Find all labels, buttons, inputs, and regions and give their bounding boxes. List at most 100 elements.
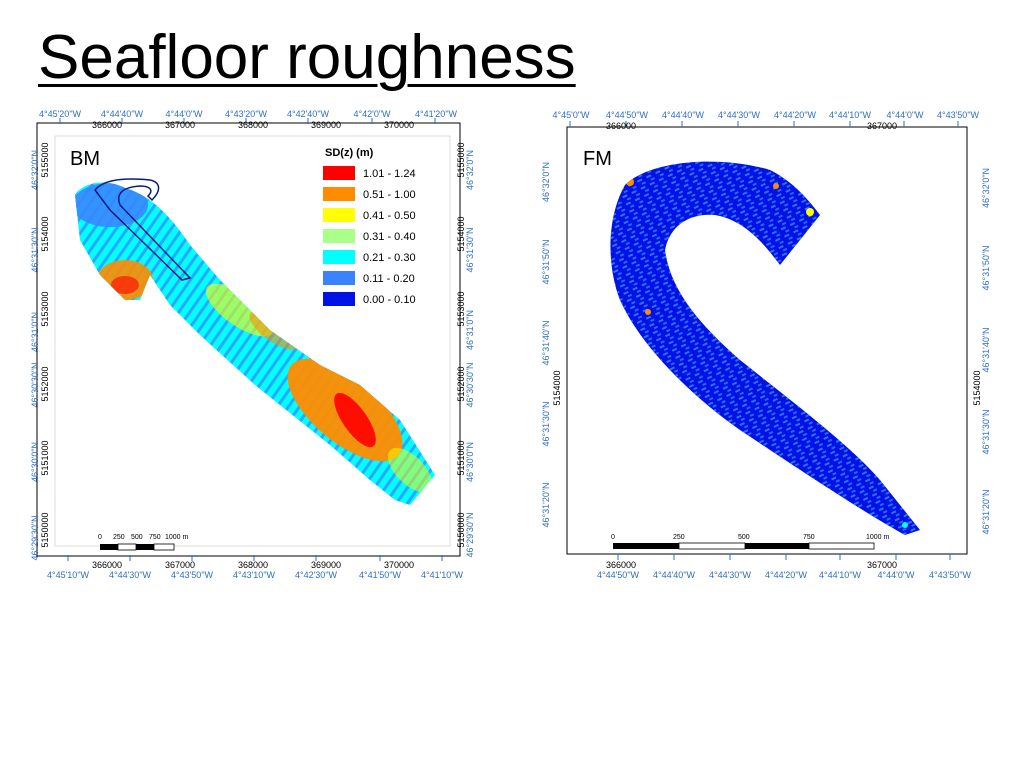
fm-high-spot-3	[645, 309, 651, 315]
legend-label-3: 0.41 - 0.50	[363, 210, 416, 222]
legend-label-7: 0.00 - 0.10	[363, 294, 416, 306]
bm-right-lat-2: 46°31'30"N	[465, 227, 475, 272]
bm-left-lat-3: 46°31'0"N	[30, 312, 40, 352]
fm-right-northing-1: 5154000	[972, 370, 982, 405]
scale-label-500: 500	[131, 534, 143, 541]
bm-top-easting-5: 370000	[384, 120, 414, 130]
fm-bottom-lon-4: 4°44'20"W	[765, 570, 808, 580]
map-fm: FM 0 250 500 750 1000 m 4°45'0"W 4°44'50…	[541, 110, 991, 580]
fm-bottom-lon-7: 4°43'50"W	[929, 570, 972, 580]
bm-mid-zone-se-tip	[387, 447, 433, 493]
fm-top-lon-5: 4°44'20"W	[774, 110, 817, 120]
map-bm-bottom-lon-labels: 4°45'10"W 4°44'30"W 4°43'50"W 4°43'10"W …	[47, 570, 464, 580]
legend-swatch-7	[323, 292, 355, 306]
bm-peak-zone-sw	[111, 276, 139, 294]
fm-left-lat-5: 46°31'20"N	[541, 482, 551, 527]
legend-swatch-2	[323, 187, 355, 201]
bm-left-northing-4: 5152000	[40, 366, 50, 401]
bm-right-lat-3: 46°31'0"N	[465, 310, 475, 350]
legend-label-2: 0.51 - 1.00	[363, 189, 416, 201]
scale-label-0: 0	[98, 534, 102, 541]
map-fm-left-northing-labels: 5154000	[552, 370, 562, 405]
fm-top-easting-1: 366000	[606, 121, 636, 131]
bm-bottom-lon-6: 4°41'50"W	[359, 570, 402, 580]
bm-top-lon-4: 4°43'20"W	[225, 109, 268, 119]
map-bm-left-northing-labels: 5155000 5154000 5153000 5152000 5151000 …	[40, 142, 50, 547]
map-fm-ticks	[569, 121, 959, 560]
legend-label-5: 0.21 - 0.30	[363, 252, 416, 264]
bm-fm-area-outline	[94, 178, 192, 281]
fm-left-lat-1: 46°32'0"N	[541, 162, 551, 202]
map-bm-scale-bar: 0 250 500 750 1000 m	[98, 534, 189, 551]
map-fm-label: FM	[583, 148, 612, 170]
map-bm-bottom-easting-labels: 366000 367000 368000 369000 370000	[92, 560, 414, 570]
fm-top-lon-4: 4°44'30"W	[718, 110, 761, 120]
scale-label-250: 250	[113, 534, 125, 541]
bm-right-northing-4: 5152000	[456, 366, 466, 401]
map-fm-top-easting-labels: 366000 367000	[606, 121, 897, 131]
map-fm-right-northing-labels: 5154000	[972, 370, 982, 405]
bm-top-lon-3: 4°44'0"W	[165, 109, 203, 119]
bm-top-easting-3: 368000	[238, 120, 268, 130]
bm-bottom-easting-1: 366000	[92, 560, 122, 570]
bm-bottom-lon-2: 4°44'30"W	[109, 570, 152, 580]
map-bm-ticks	[59, 118, 443, 561]
fm-top-lon-1: 4°45'0"W	[552, 110, 590, 120]
map-bm-top-lon-labels: 4°45'20"W 4°44'40"W 4°44'0"W 4°43'20"W 4…	[39, 109, 458, 119]
bm-right-lat-5: 46°30'0"N	[465, 442, 475, 482]
bm-right-lat-6: 46°29'30"N	[465, 512, 475, 557]
slide-title: Seafloor roughness	[38, 23, 576, 92]
bm-bottom-lon-7: 4°41'10"W	[421, 570, 464, 580]
fm-bottom-easting-2: 367000	[867, 560, 897, 570]
bm-bottom-easting-4: 369000	[311, 560, 341, 570]
fm-left-lat-4: 46°31'30"N	[541, 401, 551, 446]
legend-swatch-3	[323, 208, 355, 222]
fm-top-lon-2: 4°44'50"W	[606, 110, 649, 120]
legend-swatch-5	[323, 250, 355, 264]
legend-label-6: 0.11 - 0.20	[363, 273, 415, 285]
fm-high-spot-2	[773, 183, 779, 189]
fm-right-lat-2: 46°31'50"N	[981, 245, 991, 290]
bm-bottom-lon-1: 4°45'10"W	[47, 570, 90, 580]
legend-swatch-4	[323, 229, 355, 243]
bm-right-northing-3: 5153000	[456, 291, 466, 326]
fm-top-lon-6: 4°44'10"W	[829, 110, 872, 120]
fm-bottom-lon-6: 4°44'0"W	[877, 570, 915, 580]
fm-bottom-lon-1: 4°44'50"W	[597, 570, 640, 580]
legend-title: SD(z) (m)	[325, 147, 374, 159]
fm-bottom-easting-1: 366000	[606, 560, 636, 570]
fm-right-lat-3: 46°31'40"N	[981, 327, 991, 372]
map-bm-top-easting-labels: 366000 367000 368000 369000 370000	[92, 120, 414, 130]
bm-top-easting-1: 366000	[92, 120, 122, 130]
fm-bottom-lon-3: 4°44'30"W	[709, 570, 752, 580]
bm-top-easting-4: 369000	[311, 120, 341, 130]
fm-mid-spot-3	[902, 522, 908, 528]
fm-top-lon-3: 4°44'40"W	[662, 110, 705, 120]
fm-left-northing-1: 5154000	[552, 370, 562, 405]
fm-scale-label-750: 750	[803, 534, 815, 541]
bm-top-lon-1: 4°45'20"W	[39, 109, 82, 119]
bm-right-lat-4: 46°30'30"N	[465, 362, 475, 407]
bm-left-northing-5: 5151000	[40, 440, 50, 475]
legend-label-1: 1.01 - 1.24	[363, 168, 416, 180]
scale-label-1000: 1000 m	[165, 534, 189, 541]
map-fm-bottom-lon-labels: 4°44'50"W 4°44'40"W 4°44'30"W 4°44'20"W …	[597, 570, 972, 580]
bm-right-northing-5: 5151000	[456, 440, 466, 475]
bm-left-northing-2: 5154000	[40, 216, 50, 251]
bm-left-lat-6: 46°29'30"N	[30, 515, 40, 560]
bm-bottom-easting-2: 367000	[165, 560, 195, 570]
bm-top-easting-2: 367000	[165, 120, 195, 130]
fm-right-lat-4: 46°31'30"N	[981, 409, 991, 454]
fm-top-easting-2: 367000	[867, 121, 897, 131]
bm-bottom-easting-5: 370000	[384, 560, 414, 570]
map-bm-legend: SD(z) (m) 1.01 - 1.24 0.51 - 1.00 0.41 -…	[323, 147, 416, 306]
fm-scale-label-1000: 1000 m	[866, 534, 890, 541]
fm-right-lat-1: 46°32'0"N	[981, 168, 991, 208]
fm-scale-label-0: 0	[611, 534, 615, 541]
map-bm: BM SD(z) (m) 1.01 - 1.24 0.51 - 1.00 0.4…	[30, 109, 475, 580]
bm-left-northing-3: 5153000	[40, 291, 50, 326]
legend-label-4: 0.31 - 0.40	[363, 231, 416, 243]
fm-bottom-lon-5: 4°44'10"W	[819, 570, 862, 580]
fm-scale-label-250: 250	[673, 534, 685, 541]
bm-right-northing-2: 5154000	[456, 216, 466, 251]
